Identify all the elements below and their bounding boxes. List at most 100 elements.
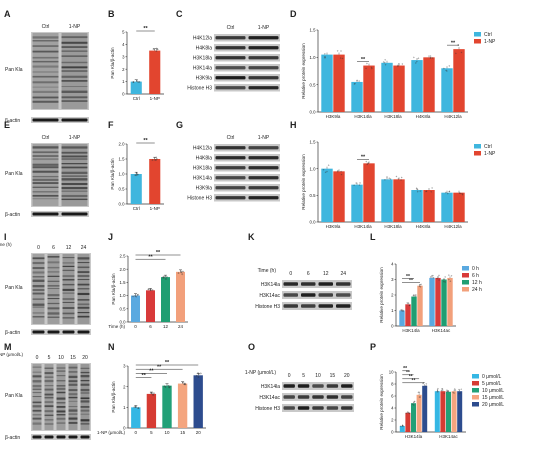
smear-band <box>80 392 90 394</box>
smear-band <box>61 80 88 82</box>
smear-band <box>47 275 60 277</box>
y-axis-label: Pan Kla/β-actin <box>110 158 115 190</box>
smear-band <box>56 397 66 400</box>
smear-band <box>32 312 45 314</box>
bar <box>351 184 363 222</box>
row-band <box>248 156 279 160</box>
row-band <box>326 384 339 388</box>
sig-label: ** <box>157 364 162 370</box>
x-tick-label: H3K14ac <box>432 328 451 333</box>
data-point <box>359 182 361 184</box>
smear-band <box>61 66 88 69</box>
row-label: Histone H3 <box>255 304 280 310</box>
smear-band <box>32 175 59 178</box>
chart-h <box>316 141 481 223</box>
data-point <box>134 295 136 297</box>
smear-band <box>62 257 75 259</box>
smear-band <box>47 312 60 315</box>
x-axis-label: Time (h) <box>108 324 125 329</box>
row-band <box>248 186 279 190</box>
lane-label: Ctrl <box>42 135 50 141</box>
smear-band <box>44 419 54 421</box>
x-tick-label: H4K8la <box>416 114 431 119</box>
smear-band <box>62 292 75 294</box>
data-point <box>458 393 460 395</box>
legend-swatch <box>462 273 469 278</box>
data-point <box>446 70 448 72</box>
bar <box>176 271 185 322</box>
sig-label: ** <box>403 366 407 372</box>
bar <box>435 277 441 326</box>
panel-letter-h: H <box>290 120 297 130</box>
data-point <box>151 159 154 161</box>
data-point <box>436 277 438 280</box>
y-tick-label: 3 <box>122 54 125 59</box>
sig-label: ** <box>165 360 170 366</box>
data-point <box>135 406 137 408</box>
data-point <box>337 50 339 52</box>
smear-band <box>80 383 90 386</box>
actin-membrane <box>31 329 91 335</box>
smear-band <box>56 417 66 420</box>
data-point <box>459 192 461 195</box>
data-point <box>413 294 415 296</box>
blot-k <box>282 280 352 310</box>
x-tick-label: 1-NP <box>150 206 160 211</box>
bar <box>399 310 405 326</box>
row-membrane <box>282 291 352 299</box>
data-point <box>437 276 439 278</box>
data-point <box>460 388 462 390</box>
legend-label: 1-NP <box>484 151 496 157</box>
data-point <box>324 171 327 173</box>
row-membrane <box>214 184 280 192</box>
data-point <box>164 386 167 388</box>
data-point <box>162 276 164 279</box>
data-point <box>415 62 417 64</box>
data-point <box>419 286 422 288</box>
lane-label: 20 <box>344 373 350 379</box>
smear-band <box>32 56 59 59</box>
smear-band <box>77 303 90 306</box>
smear-band <box>32 409 42 412</box>
row-band <box>215 166 246 170</box>
bar <box>146 290 155 322</box>
data-point <box>133 406 136 408</box>
bar <box>411 60 423 112</box>
smear-band <box>47 302 60 305</box>
smear-band <box>32 388 42 390</box>
data-point <box>389 178 392 180</box>
actin-band <box>68 435 78 439</box>
y-tick-label: 0.5 <box>119 187 126 192</box>
row-label: H3K9la <box>196 75 213 81</box>
pan-kla-label: Pan Kla <box>5 285 23 291</box>
actin-band <box>62 330 75 334</box>
y-tick-label: 1.0 <box>310 166 317 171</box>
row-band <box>283 304 298 308</box>
smear-band <box>56 422 66 424</box>
legend-swatch <box>462 266 469 271</box>
smear-band <box>80 406 90 408</box>
x-axis-label: 1-NP (μmol/L) <box>97 430 126 435</box>
data-point <box>413 56 415 59</box>
row-label: H3K18la <box>193 165 212 171</box>
data-point <box>163 275 165 278</box>
row-membrane <box>214 84 280 92</box>
y-tick-label: 2 <box>122 67 125 72</box>
data-point <box>431 187 433 189</box>
legend-swatch <box>472 381 479 386</box>
smear-band <box>61 55 88 57</box>
legend-label: 1-NP <box>484 39 496 45</box>
legend-swatch <box>474 32 481 37</box>
data-point <box>177 272 180 274</box>
smear-band <box>32 380 42 383</box>
y-axis-label: Pan Kla/β-actin <box>111 381 116 413</box>
data-point <box>353 83 356 85</box>
y-tick-label: 4 <box>391 262 394 267</box>
y-tick-label: 1.0 <box>310 55 317 60</box>
data-point <box>147 288 150 291</box>
row-label: H4K12la <box>193 145 212 151</box>
data-point <box>152 48 155 50</box>
row-band <box>318 293 333 297</box>
smear-band <box>68 375 78 379</box>
data-point <box>417 191 419 193</box>
